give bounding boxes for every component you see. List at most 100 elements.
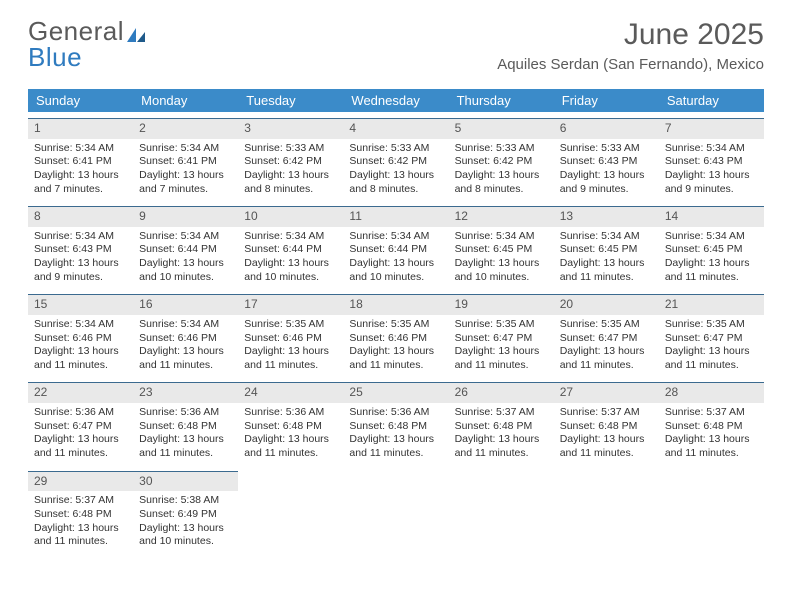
day-body: Sunrise: 5:34 AMSunset: 6:44 PMDaylight:… — [133, 227, 238, 289]
day-number: 13 — [554, 207, 659, 227]
calendar-day: 28Sunrise: 5:37 AMSunset: 6:48 PMDayligh… — [659, 382, 764, 464]
calendar: SundayMondayTuesdayWednesdayThursdayFrid… — [28, 89, 764, 553]
sunrise-line: Sunrise: 5:36 AM — [34, 406, 127, 420]
dow-saturday: Saturday — [659, 89, 764, 112]
brand-part1: General — [28, 18, 124, 44]
day-number: 24 — [238, 383, 343, 403]
day-body: Sunrise: 5:34 AMSunset: 6:45 PMDaylight:… — [554, 227, 659, 289]
day-number: 17 — [238, 295, 343, 315]
sunrise-line: Sunrise: 5:34 AM — [34, 318, 127, 332]
calendar-day: 10Sunrise: 5:34 AMSunset: 6:44 PMDayligh… — [238, 206, 343, 288]
daylight-line: Daylight: 13 hours and 11 minutes. — [560, 345, 653, 372]
calendar-day: 30Sunrise: 5:38 AMSunset: 6:49 PMDayligh… — [133, 471, 238, 553]
daylight-line: Daylight: 13 hours and 9 minutes. — [34, 257, 127, 284]
sunrise-line: Sunrise: 5:35 AM — [349, 318, 442, 332]
calendar-day: 21Sunrise: 5:35 AMSunset: 6:47 PMDayligh… — [659, 294, 764, 376]
day-number: 7 — [659, 119, 764, 139]
daylight-line: Daylight: 13 hours and 11 minutes. — [34, 433, 127, 460]
sunset-line: Sunset: 6:48 PM — [34, 508, 127, 522]
calendar-day: 5Sunrise: 5:33 AMSunset: 6:42 PMDaylight… — [449, 118, 554, 200]
calendar-day-empty — [343, 471, 448, 553]
day-body: Sunrise: 5:34 AMSunset: 6:41 PMDaylight:… — [28, 139, 133, 201]
daylight-line: Daylight: 13 hours and 11 minutes. — [34, 345, 127, 372]
calendar-day: 11Sunrise: 5:34 AMSunset: 6:44 PMDayligh… — [343, 206, 448, 288]
daylight-line: Daylight: 13 hours and 11 minutes. — [139, 433, 232, 460]
sunrise-line: Sunrise: 5:33 AM — [244, 142, 337, 156]
day-number: 9 — [133, 207, 238, 227]
brand-part2: Blue — [28, 44, 151, 70]
calendar-day: 8Sunrise: 5:34 AMSunset: 6:43 PMDaylight… — [28, 206, 133, 288]
day-number: 26 — [449, 383, 554, 403]
day-body: Sunrise: 5:33 AMSunset: 6:42 PMDaylight:… — [238, 139, 343, 201]
day-number: 16 — [133, 295, 238, 315]
daylight-line: Daylight: 13 hours and 8 minutes. — [455, 169, 548, 196]
daylight-line: Daylight: 13 hours and 8 minutes. — [244, 169, 337, 196]
calendar-day-empty — [238, 471, 343, 553]
day-number: 20 — [554, 295, 659, 315]
day-number: 11 — [343, 207, 448, 227]
day-number: 18 — [343, 295, 448, 315]
daylight-line: Daylight: 13 hours and 10 minutes. — [139, 522, 232, 549]
sunset-line: Sunset: 6:41 PM — [139, 155, 232, 169]
brand-logo: GeneralBlue — [28, 18, 151, 70]
calendar-day: 26Sunrise: 5:37 AMSunset: 6:48 PMDayligh… — [449, 382, 554, 464]
sunset-line: Sunset: 6:49 PM — [139, 508, 232, 522]
day-body: Sunrise: 5:37 AMSunset: 6:48 PMDaylight:… — [28, 491, 133, 553]
daylight-line: Daylight: 13 hours and 10 minutes. — [455, 257, 548, 284]
day-number: 5 — [449, 119, 554, 139]
day-body: Sunrise: 5:34 AMSunset: 6:44 PMDaylight:… — [238, 227, 343, 289]
day-body: Sunrise: 5:35 AMSunset: 6:47 PMDaylight:… — [449, 315, 554, 377]
day-body: Sunrise: 5:38 AMSunset: 6:49 PMDaylight:… — [133, 491, 238, 553]
calendar-day: 7Sunrise: 5:34 AMSunset: 6:43 PMDaylight… — [659, 118, 764, 200]
daylight-line: Daylight: 13 hours and 9 minutes. — [560, 169, 653, 196]
daylight-line: Daylight: 13 hours and 11 minutes. — [244, 433, 337, 460]
calendar-day: 19Sunrise: 5:35 AMSunset: 6:47 PMDayligh… — [449, 294, 554, 376]
sunrise-line: Sunrise: 5:34 AM — [455, 230, 548, 244]
day-number: 27 — [554, 383, 659, 403]
calendar-day: 3Sunrise: 5:33 AMSunset: 6:42 PMDaylight… — [238, 118, 343, 200]
sunrise-line: Sunrise: 5:37 AM — [455, 406, 548, 420]
daylight-line: Daylight: 13 hours and 11 minutes. — [34, 522, 127, 549]
calendar-day: 22Sunrise: 5:36 AMSunset: 6:47 PMDayligh… — [28, 382, 133, 464]
sunrise-line: Sunrise: 5:35 AM — [560, 318, 653, 332]
day-number: 14 — [659, 207, 764, 227]
day-number: 28 — [659, 383, 764, 403]
calendar-day: 9Sunrise: 5:34 AMSunset: 6:44 PMDaylight… — [133, 206, 238, 288]
calendar-day: 6Sunrise: 5:33 AMSunset: 6:43 PMDaylight… — [554, 118, 659, 200]
sunset-line: Sunset: 6:42 PM — [455, 155, 548, 169]
day-number: 21 — [659, 295, 764, 315]
sunset-line: Sunset: 6:44 PM — [349, 243, 442, 257]
calendar-week: 8Sunrise: 5:34 AMSunset: 6:43 PMDaylight… — [28, 206, 764, 288]
day-body: Sunrise: 5:37 AMSunset: 6:48 PMDaylight:… — [449, 403, 554, 465]
daylight-line: Daylight: 13 hours and 11 minutes. — [665, 257, 758, 284]
calendar-day-empty — [659, 471, 764, 553]
calendar-day: 12Sunrise: 5:34 AMSunset: 6:45 PMDayligh… — [449, 206, 554, 288]
calendar-day-empty — [449, 471, 554, 553]
daylight-line: Daylight: 13 hours and 10 minutes. — [139, 257, 232, 284]
calendar-week: 29Sunrise: 5:37 AMSunset: 6:48 PMDayligh… — [28, 471, 764, 553]
day-body: Sunrise: 5:35 AMSunset: 6:46 PMDaylight:… — [238, 315, 343, 377]
brand-sail-icon — [125, 26, 149, 44]
daylight-line: Daylight: 13 hours and 10 minutes. — [244, 257, 337, 284]
calendar-week: 1Sunrise: 5:34 AMSunset: 6:41 PMDaylight… — [28, 118, 764, 200]
sunrise-line: Sunrise: 5:34 AM — [560, 230, 653, 244]
sunrise-line: Sunrise: 5:37 AM — [665, 406, 758, 420]
dow-friday: Friday — [554, 89, 659, 112]
dow-tuesday: Tuesday — [238, 89, 343, 112]
day-number: 2 — [133, 119, 238, 139]
sunset-line: Sunset: 6:47 PM — [455, 332, 548, 346]
day-number: 23 — [133, 383, 238, 403]
day-number: 29 — [28, 472, 133, 492]
daylight-line: Daylight: 13 hours and 7 minutes. — [34, 169, 127, 196]
day-body: Sunrise: 5:36 AMSunset: 6:48 PMDaylight:… — [238, 403, 343, 465]
sunset-line: Sunset: 6:47 PM — [665, 332, 758, 346]
page-subtitle: Aquiles Serdan (San Fernando), Mexico — [497, 56, 764, 73]
day-body: Sunrise: 5:35 AMSunset: 6:47 PMDaylight:… — [554, 315, 659, 377]
calendar-day: 13Sunrise: 5:34 AMSunset: 6:45 PMDayligh… — [554, 206, 659, 288]
day-number: 4 — [343, 119, 448, 139]
sunset-line: Sunset: 6:45 PM — [560, 243, 653, 257]
sunrise-line: Sunrise: 5:36 AM — [244, 406, 337, 420]
sunrise-line: Sunrise: 5:34 AM — [34, 142, 127, 156]
daylight-line: Daylight: 13 hours and 11 minutes. — [139, 345, 232, 372]
day-body: Sunrise: 5:37 AMSunset: 6:48 PMDaylight:… — [659, 403, 764, 465]
